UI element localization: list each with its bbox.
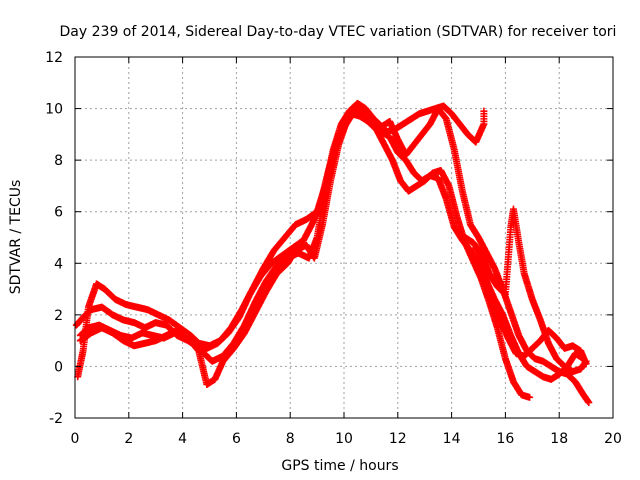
series-trace-3 bbox=[74, 99, 593, 407]
data-point bbox=[480, 107, 488, 115]
x-axis: 0 2 4 6 8 10 12 14 16 18 20 bbox=[71, 57, 622, 447]
x-tick-label: 18 bbox=[550, 431, 568, 447]
data-point bbox=[585, 399, 593, 407]
y-axis: -2 0 2 4 6 8 10 12 bbox=[45, 50, 613, 427]
x-tick-label: 12 bbox=[389, 431, 407, 447]
x-tick-label: 14 bbox=[443, 431, 461, 447]
x-tick-label: 8 bbox=[286, 431, 295, 447]
x-axis-title: GPS time / hours bbox=[281, 458, 398, 474]
chart-title: Day 239 of 2014, Sidereal Day-to-day VTE… bbox=[60, 24, 617, 40]
y-tick-label: 10 bbox=[45, 102, 63, 118]
y-tick-label: 6 bbox=[54, 205, 63, 221]
y-tick-label: 12 bbox=[45, 50, 63, 66]
x-tick-label: 0 bbox=[71, 431, 80, 447]
x-tick-label: 16 bbox=[496, 431, 514, 447]
series-trace-4 bbox=[76, 102, 488, 388]
x-tick-label: 10 bbox=[335, 431, 353, 447]
y-tick-label: 8 bbox=[54, 153, 63, 169]
x-tick-label: 6 bbox=[232, 431, 241, 447]
y-tick-label: 0 bbox=[54, 359, 63, 375]
y-tick-label: 2 bbox=[54, 308, 63, 324]
y-tick-label: -2 bbox=[49, 411, 63, 427]
y-axis-title: SDTVAR / TECUs bbox=[8, 180, 24, 295]
data-point bbox=[526, 393, 534, 401]
data-series bbox=[72, 99, 593, 407]
x-tick-label: 4 bbox=[178, 431, 187, 447]
data-point bbox=[582, 360, 590, 368]
x-tick-label: 20 bbox=[604, 431, 622, 447]
x-tick-label: 2 bbox=[124, 431, 133, 447]
grid-lines bbox=[75, 57, 613, 418]
y-tick-label: 4 bbox=[54, 256, 63, 272]
series-trace-6 bbox=[472, 244, 590, 368]
series-trace-5 bbox=[453, 205, 590, 376]
